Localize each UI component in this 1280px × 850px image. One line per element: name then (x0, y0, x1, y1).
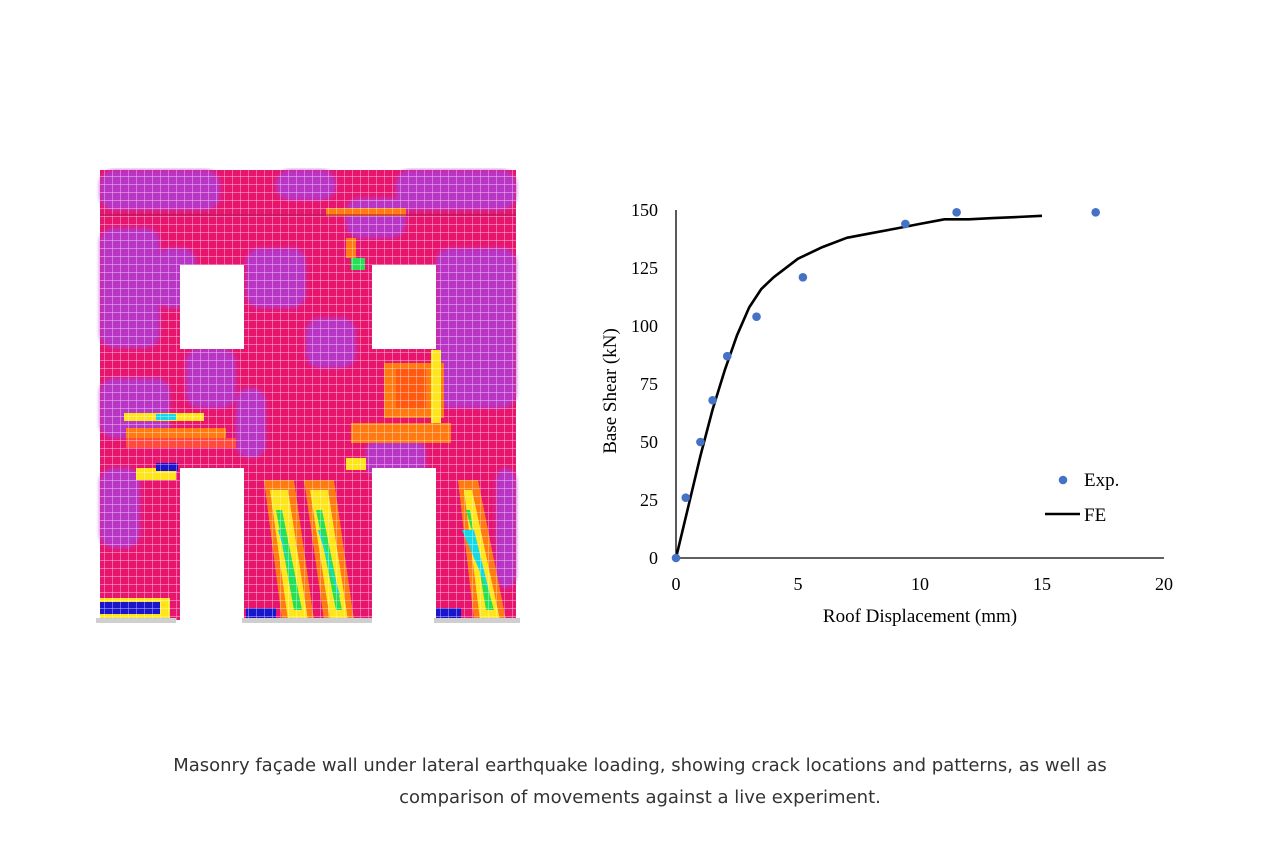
series-exp-point (798, 272, 808, 282)
series-exp-point (722, 351, 732, 361)
y-tick-label: 25 (640, 490, 658, 510)
series-exp-point (901, 219, 910, 229)
y-tick-label: 75 (640, 374, 658, 394)
fe-crack-pattern-figure (96, 170, 520, 623)
x-axis-label: Roof Displacement (mm) (823, 606, 1017, 627)
window-opening-left (180, 265, 244, 349)
series-exp-point (1091, 208, 1100, 217)
mesh-grid (100, 170, 516, 620)
base-support (96, 618, 176, 623)
base-support (242, 618, 372, 623)
base-shear-chart: 0 25 50 75 100 125 150 0 5 10 15 20 Exp. FE Roof Dis… (600, 200, 1173, 627)
series-exp-point (752, 312, 761, 322)
figure-caption: Masonry façade wall under lateral earthq… (140, 750, 1140, 814)
x-tick-label: 20 (1155, 574, 1173, 594)
caption-line-1: Masonry façade wall under lateral earthq… (173, 755, 1107, 776)
series-exp-point (708, 395, 717, 405)
window-opening-right (372, 265, 436, 349)
base-support (434, 618, 520, 623)
series-fe-line (674, 214, 1043, 559)
legend-fe-label: FE (1084, 505, 1106, 526)
x-tick-label: 15 (1033, 574, 1051, 594)
x-tick-label: 10 (911, 574, 929, 594)
series-exp-point (671, 553, 681, 563)
y-tick-label: 0 (649, 548, 658, 568)
y-tick-label: 100 (631, 316, 658, 336)
series-exp-point (681, 493, 691, 502)
y-axis-label: Base Shear (kN) (600, 328, 621, 454)
y-tick-label: 125 (631, 258, 658, 278)
series-exp-point (952, 208, 961, 217)
y-tick-label: 50 (640, 432, 658, 452)
caption-line-2: comparison of movements against a live e… (399, 787, 881, 808)
door-opening-right (372, 468, 436, 622)
legend-exp-label: Exp. (1084, 470, 1119, 491)
series-exp-point (696, 437, 705, 447)
x-tick-label: 5 (794, 574, 803, 594)
x-tick-label: 0 (672, 574, 681, 594)
y-tick-label: 150 (631, 200, 658, 220)
legend-exp-marker (1058, 475, 1068, 485)
door-opening-left (180, 468, 244, 622)
